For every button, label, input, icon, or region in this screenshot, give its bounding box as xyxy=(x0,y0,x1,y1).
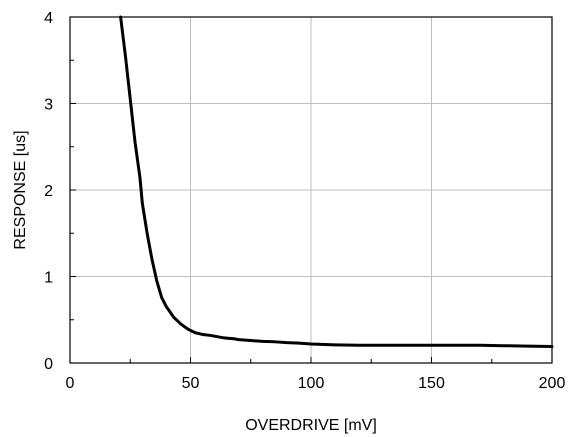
y-tick-label: 4 xyxy=(44,10,53,27)
x-tick-label: 200 xyxy=(539,375,566,392)
grid-lines xyxy=(70,17,552,363)
x-tick-label: 0 xyxy=(66,375,75,392)
x-tick-label: 50 xyxy=(182,375,200,392)
series-layer xyxy=(119,15,554,349)
response-curve xyxy=(119,15,554,349)
y-axis-title: RESPONSE [us] xyxy=(12,130,29,249)
x-axis-title: OVERDRIVE [mV] xyxy=(245,417,377,434)
y-tick-label: 2 xyxy=(44,183,53,200)
x-tick-label: 150 xyxy=(418,375,445,392)
tick-labels: 0 50 100 150 200 0 1 2 3 4 xyxy=(44,10,565,392)
y-tick-label: 0 xyxy=(44,356,53,373)
y-tick-label: 3 xyxy=(44,97,53,114)
plot-frame xyxy=(69,16,553,364)
y-tick-label: 1 xyxy=(44,270,53,287)
x-tick-label: 100 xyxy=(298,375,325,392)
